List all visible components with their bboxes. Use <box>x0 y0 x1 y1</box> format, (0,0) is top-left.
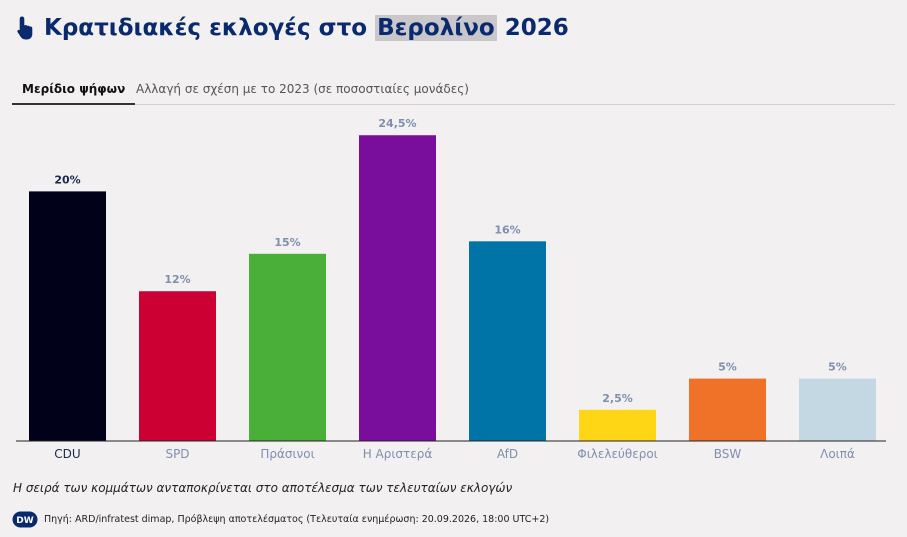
value-label-6: 5% <box>718 361 737 374</box>
category-label-5: Φιλελεύθεροι <box>577 447 657 461</box>
title-text: Κρατιδιακές εκλογές στο <box>44 15 368 41</box>
category-label-6: BSW <box>714 447 742 461</box>
value-label-5: 2,5% <box>602 392 633 405</box>
source-row: DW Πηγή: ARD/infratest dimap, Πρόβλεψη α… <box>12 510 549 528</box>
bar-4[interactable] <box>469 241 546 441</box>
category-label-0: CDU <box>54 447 80 461</box>
order-note: Η σειρά των κομμάτων ανταποκρίνεται στο … <box>13 481 513 495</box>
value-label-4: 16% <box>494 223 520 236</box>
dw-logo: DW <box>12 511 38 527</box>
bar-0[interactable] <box>29 191 106 441</box>
bar-5[interactable] <box>579 409 656 441</box>
source-text: Πηγή: ARD/infratest dimap, Πρόβλεψη αποτ… <box>44 513 550 525</box>
page-title: Κρατιδιακές εκλογές στο Βερολίνο 2026 <box>44 15 569 41</box>
title-year: 2026 <box>504 15 569 41</box>
value-label-2: 15% <box>274 236 300 249</box>
bar-7[interactable] <box>799 378 876 441</box>
dw-logo-text: DW <box>16 516 33 526</box>
category-label-4: AfD <box>497 447 518 461</box>
title-highlight: Βερολίνο <box>375 15 497 41</box>
bar-3[interactable] <box>359 135 436 442</box>
bar-6[interactable] <box>689 378 766 441</box>
value-label-3: 24,5% <box>378 117 416 130</box>
bar-chart: 20% CDU 12% SPD 15% Πράσινοι 24,5% Η Αριστερά 16… <box>16 117 886 461</box>
value-label-0: 20% <box>54 173 80 186</box>
tab-change-since-2023[interactable]: Αλλαγή σε σχέση με το 2023 (σε ποσοστιαί… <box>136 82 469 96</box>
category-label-2: Πράσινοι <box>260 447 314 461</box>
category-label-1: SPD <box>165 447 189 461</box>
bar-2[interactable] <box>249 253 326 441</box>
value-label-7: 5% <box>828 361 847 374</box>
tab-bar: Μερίδιο ψήφων Αλλαγή σε σχέση με το 2023… <box>12 76 895 105</box>
tab-vote-share[interactable]: Μερίδιο ψήφων <box>12 76 136 105</box>
bar-1[interactable] <box>139 291 216 441</box>
category-label-3: Η Αριστερά <box>363 447 433 461</box>
value-label-1: 12% <box>164 273 190 286</box>
title-row: Κρατιδιακές εκλογές στο Βερολίνο 2026 <box>16 12 569 44</box>
hand-pointer-icon <box>17 16 33 40</box>
category-label-7: Λοιπά <box>820 447 855 461</box>
